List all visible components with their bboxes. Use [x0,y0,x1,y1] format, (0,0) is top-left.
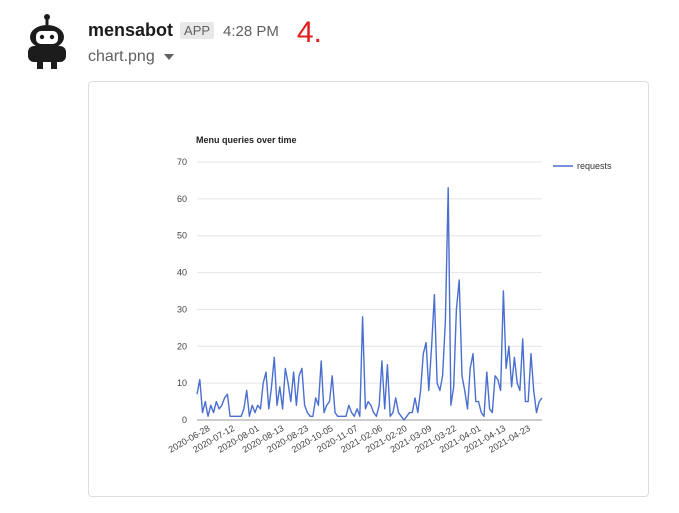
sender-name[interactable]: mensabot [88,20,174,40]
series-line-requests [196,187,543,421]
y-tick-label: 30 [177,304,187,314]
message-header: mensabot APP 4:28 PM 4. [88,10,322,49]
y-tick-label: 20 [177,341,187,351]
y-tick-label: 10 [177,378,187,388]
y-tick-label: 70 [177,157,187,167]
annotation-label: 4. [296,16,322,49]
file-attachment-header[interactable]: chart.png [88,48,174,66]
y-axis-ticks: 0 10 20 30 40 50 60 70 [177,157,187,425]
x-axis-ticks: 2020-06-282020-07-122020-08-012020-08-13… [167,423,532,455]
y-tick-label: 50 [177,231,187,241]
legend-label-requests: requests [577,161,612,171]
y-tick-label: 0 [182,415,187,425]
y-tick-label: 40 [177,268,187,278]
chart-legend: requests [553,161,612,171]
file-name[interactable]: chart.png [88,48,155,65]
chart-title: Menu queries over time [196,135,297,145]
line-chart: Menu queries over time 0 10 20 30 40 50 60 70 2… [167,135,612,455]
app-badge: APP [180,22,215,39]
image-attachment[interactable]: Menu queries over time 0 10 20 30 40 50 60 70 2… [88,81,649,497]
y-tick-label: 60 [177,194,187,204]
chart-grid [197,161,542,421]
message-timestamp[interactable]: 4:28 PM [223,23,279,40]
caret-down-icon[interactable] [163,54,174,60]
robot-avatar-icon[interactable] [24,12,70,70]
